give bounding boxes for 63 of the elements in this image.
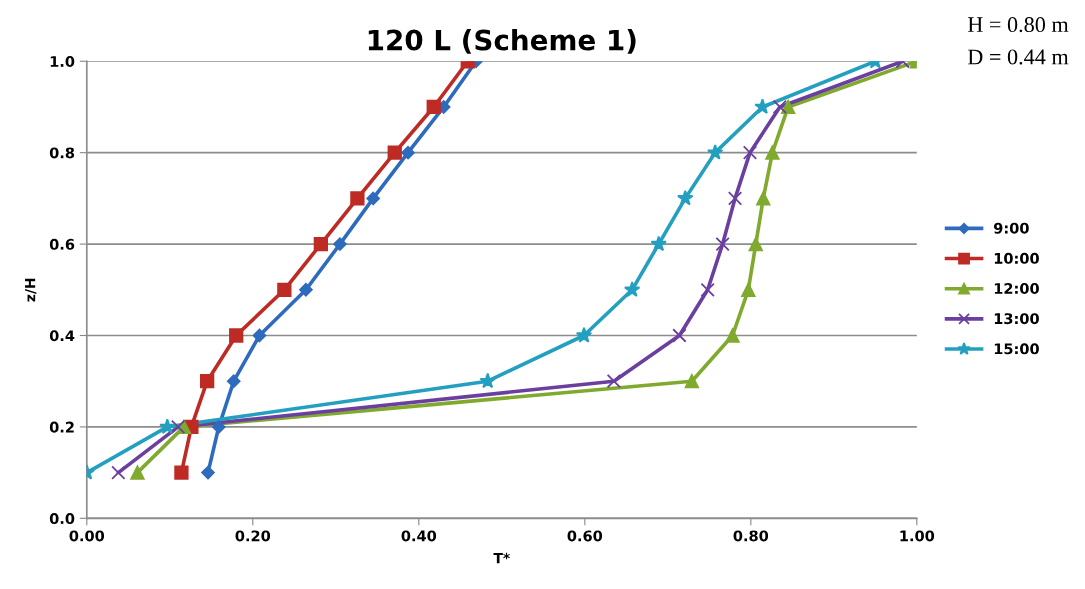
point (742, 145, 758, 160)
point (170, 419, 186, 435)
point (350, 191, 365, 206)
y-tick-label: 0.8 (49, 147, 75, 159)
legend-label: 13:00 (994, 313, 1039, 325)
point (684, 374, 700, 389)
point (700, 282, 715, 297)
point (725, 328, 740, 343)
y-tick-label: 0.6 (49, 238, 75, 250)
point (299, 282, 313, 297)
x-tick-label: 0.60 (567, 530, 603, 542)
legend-label: 10:00 (994, 252, 1039, 264)
legend-label: 9:00 (993, 222, 1029, 234)
point (727, 191, 743, 206)
point (606, 374, 622, 389)
point (111, 465, 126, 480)
point (706, 144, 724, 160)
point (159, 418, 176, 434)
chart-title: 120 L (Scheme 1) (368, 29, 636, 54)
point (748, 236, 763, 252)
point (754, 98, 771, 115)
x-axis-title: T* (493, 552, 510, 564)
text: D = 0.44 m (967, 49, 1069, 65)
point (226, 374, 241, 388)
point (229, 328, 244, 343)
point (366, 191, 380, 206)
point (781, 99, 796, 115)
point (401, 145, 415, 160)
y-tick-label: 1.0 (50, 55, 75, 67)
point (333, 237, 347, 251)
text: H = 0.80 m (967, 17, 1069, 33)
x-tick-label: 1.00 (900, 530, 935, 542)
point (650, 235, 667, 252)
point (479, 372, 496, 389)
point (313, 236, 329, 252)
y-tick-label: 0.2 (49, 421, 74, 433)
point (672, 328, 687, 343)
point (772, 99, 788, 115)
y-tick-label: 0.0 (49, 513, 75, 525)
point (765, 145, 780, 160)
x-tick-label: 0.00 (69, 530, 105, 542)
x-tick-label: 0.40 (401, 530, 437, 542)
point (201, 465, 215, 480)
point (277, 282, 292, 297)
point (623, 281, 641, 297)
point (130, 465, 145, 480)
point (199, 374, 215, 389)
y-tick-label: 0.4 (49, 330, 75, 342)
point (211, 420, 226, 434)
point (715, 236, 730, 252)
point (575, 326, 593, 343)
point (741, 282, 756, 297)
point (252, 328, 267, 343)
point (426, 99, 441, 115)
point (756, 191, 771, 206)
x-tick-label: 0.80 (733, 530, 769, 542)
legend-label: 15:00 (994, 343, 1039, 355)
x-tick-label: 0.20 (235, 530, 271, 542)
point (677, 189, 694, 206)
point (174, 465, 189, 480)
point (387, 145, 402, 160)
y-axis-title: z/H (25, 278, 37, 302)
legend-label: 12:00 (994, 282, 1039, 295)
